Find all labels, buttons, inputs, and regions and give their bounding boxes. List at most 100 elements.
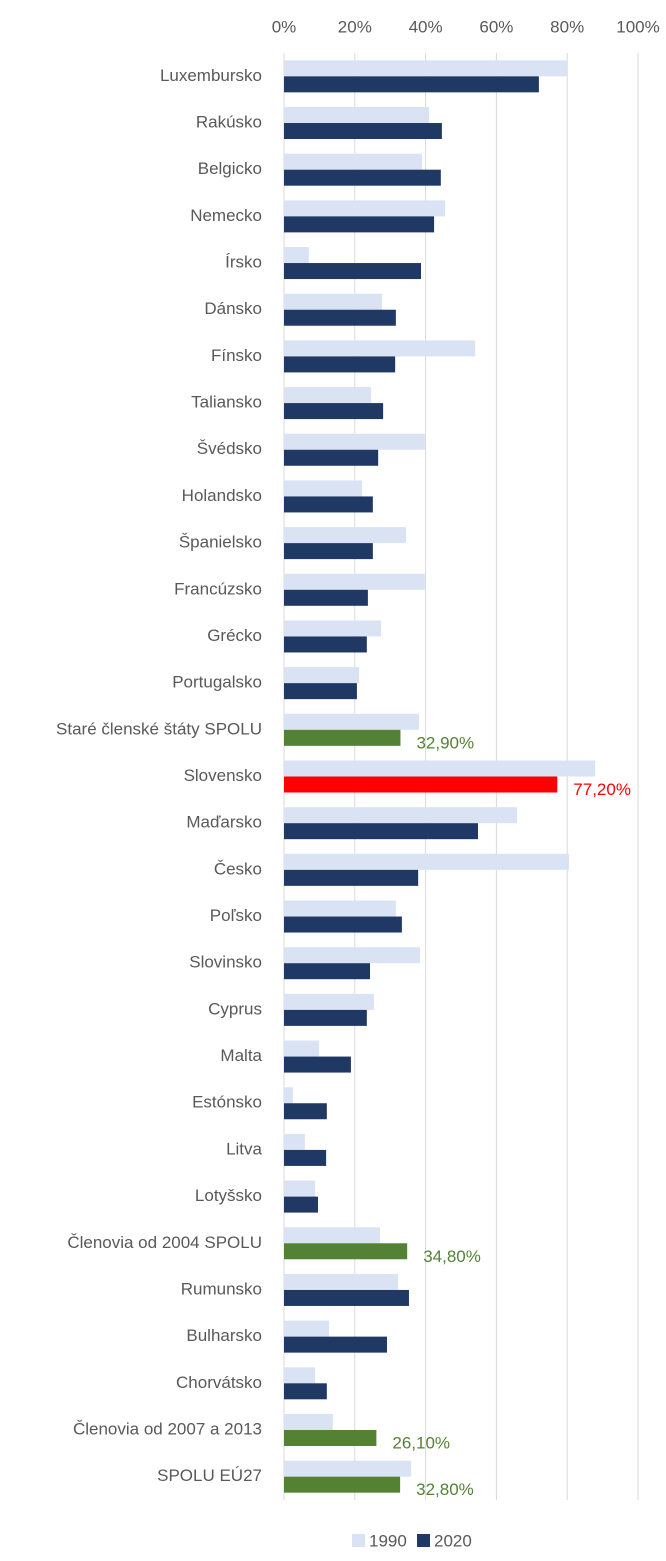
category-label: Členovia od 2004 SPOLU bbox=[67, 1233, 262, 1252]
category-label: Belgicko bbox=[198, 159, 262, 178]
bar bbox=[284, 993, 374, 1010]
bar bbox=[284, 1227, 380, 1244]
bar bbox=[284, 1413, 333, 1430]
bar bbox=[284, 200, 446, 217]
bar bbox=[284, 60, 568, 77]
legend-swatch bbox=[417, 1534, 430, 1547]
category-label: Maďarsko bbox=[186, 813, 262, 832]
bar bbox=[284, 869, 419, 886]
category-label: Nemecko bbox=[190, 206, 262, 225]
bar bbox=[284, 107, 430, 124]
bar bbox=[284, 480, 362, 497]
bar bbox=[284, 900, 396, 917]
bar bbox=[284, 1383, 327, 1400]
category-label: Poľsko bbox=[210, 906, 262, 925]
category-label: Francúzsko bbox=[174, 579, 262, 598]
bar bbox=[284, 947, 420, 964]
category-label: Slovensko bbox=[184, 766, 262, 785]
bar bbox=[284, 1087, 293, 1104]
bar bbox=[284, 1289, 409, 1306]
value-label: 34,80% bbox=[423, 1247, 481, 1266]
bar bbox=[284, 823, 478, 840]
legend-label: 1990 bbox=[369, 1531, 407, 1550]
bar bbox=[284, 1180, 316, 1197]
category-label: Luxembursko bbox=[160, 66, 262, 85]
bar bbox=[284, 1149, 327, 1166]
category-label: Chorvátsko bbox=[176, 1373, 262, 1392]
bar bbox=[284, 1367, 316, 1384]
bar bbox=[284, 760, 596, 777]
category-label: Cyprus bbox=[208, 999, 262, 1018]
bar bbox=[284, 1273, 398, 1290]
category-label: Holandsko bbox=[182, 486, 262, 505]
category-label: Španielsko bbox=[179, 533, 262, 552]
category-label: Portugalsko bbox=[172, 673, 262, 692]
category-label: Česko bbox=[214, 859, 262, 878]
bar bbox=[284, 683, 357, 700]
category-label: Členovia od 2007 a 2013 bbox=[73, 1419, 262, 1438]
x-tick-label: 80% bbox=[550, 17, 584, 36]
category-label: Staré členské štáty SPOLU bbox=[56, 719, 262, 738]
bar bbox=[284, 713, 419, 730]
bar bbox=[284, 807, 517, 824]
value-label: 26,10% bbox=[392, 1433, 450, 1452]
x-tick-label: 0% bbox=[272, 17, 297, 36]
bar bbox=[284, 1336, 388, 1353]
bar bbox=[284, 853, 569, 870]
bar bbox=[284, 1196, 318, 1213]
bar bbox=[284, 123, 442, 140]
bar bbox=[284, 403, 384, 420]
category-label: Grécko bbox=[207, 626, 262, 645]
bar bbox=[284, 1040, 320, 1057]
category-label: Írsko bbox=[225, 253, 262, 272]
bar bbox=[284, 916, 402, 933]
category-label: Lotyšsko bbox=[195, 1186, 262, 1205]
value-label: 32,80% bbox=[416, 1480, 474, 1499]
category-label: Estónsko bbox=[192, 1093, 262, 1112]
category-label: Slovinsko bbox=[189, 953, 262, 972]
x-tick-label: 40% bbox=[409, 17, 443, 36]
category-label: Švédsko bbox=[197, 439, 262, 458]
category-label: Taliansko bbox=[191, 393, 262, 412]
bar bbox=[284, 1476, 401, 1493]
category-label: Dánsko bbox=[204, 299, 262, 318]
x-tick-label: 60% bbox=[479, 17, 513, 36]
bar bbox=[284, 776, 558, 793]
bar bbox=[284, 963, 371, 980]
bar bbox=[284, 293, 383, 310]
bar bbox=[284, 433, 425, 450]
bar bbox=[284, 169, 441, 186]
x-tick-label: 20% bbox=[338, 17, 372, 36]
bar bbox=[284, 1460, 412, 1477]
category-label: SPOLU EÚ27 bbox=[157, 1466, 262, 1485]
bar bbox=[284, 449, 379, 466]
bar bbox=[284, 1243, 408, 1260]
category-label: Rumunsko bbox=[181, 1279, 262, 1298]
bar bbox=[284, 729, 401, 746]
bar bbox=[284, 309, 396, 326]
bar bbox=[284, 340, 476, 357]
bar bbox=[284, 636, 367, 653]
bar bbox=[284, 76, 539, 93]
category-label: Malta bbox=[220, 1046, 262, 1065]
bar bbox=[284, 247, 309, 264]
value-label: 77,20% bbox=[573, 780, 631, 799]
category-label: Litva bbox=[226, 1139, 262, 1158]
bar bbox=[284, 356, 396, 373]
category-label: Bulharsko bbox=[186, 1326, 262, 1345]
value-label: 32,90% bbox=[416, 733, 474, 752]
bar bbox=[284, 1320, 329, 1337]
legend-swatch bbox=[352, 1534, 365, 1547]
bar bbox=[284, 1429, 377, 1446]
bar bbox=[284, 1133, 305, 1150]
bar bbox=[284, 527, 407, 544]
bar bbox=[284, 153, 423, 170]
bar bbox=[284, 263, 421, 280]
bar bbox=[284, 216, 435, 233]
bar bbox=[284, 589, 368, 606]
legend-label: 2020 bbox=[434, 1531, 472, 1550]
bar bbox=[284, 620, 381, 637]
category-label: Rakúsko bbox=[196, 113, 262, 132]
bar bbox=[284, 1056, 351, 1073]
bar bbox=[284, 667, 360, 684]
